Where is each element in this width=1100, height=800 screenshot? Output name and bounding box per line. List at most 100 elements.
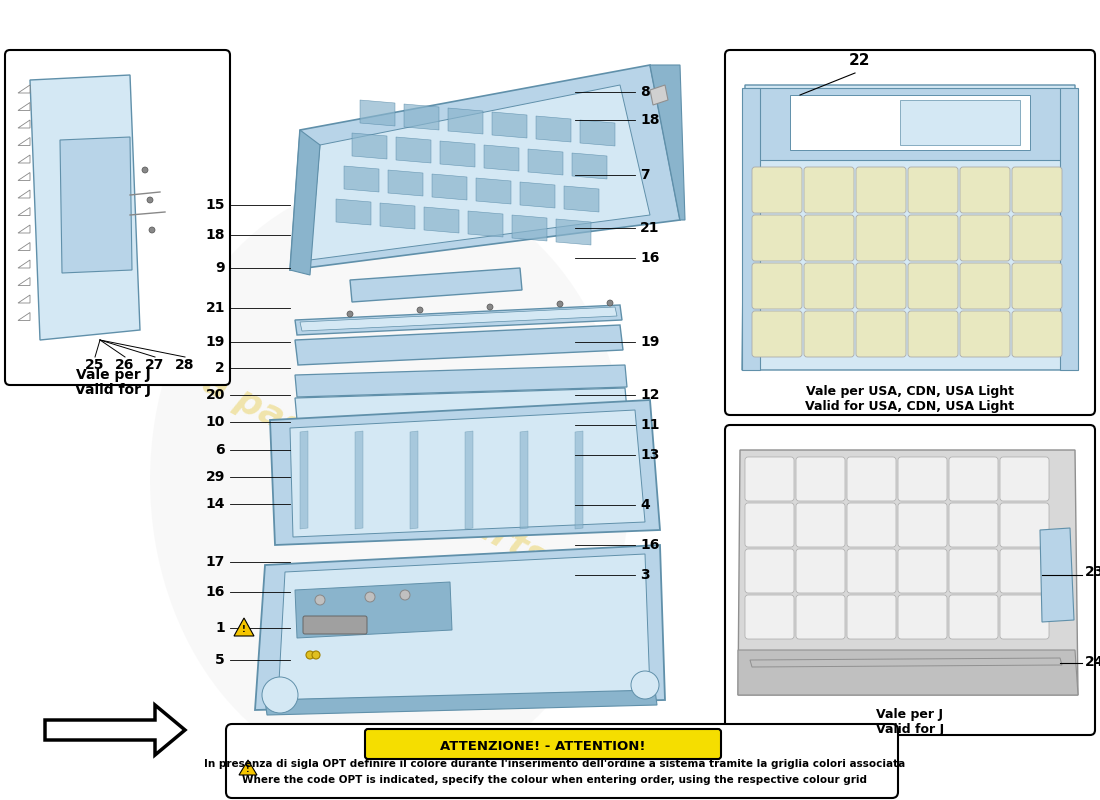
Polygon shape	[300, 431, 308, 529]
FancyBboxPatch shape	[856, 311, 906, 357]
Text: 19: 19	[206, 335, 225, 349]
Text: Valid for J: Valid for J	[876, 723, 944, 736]
Polygon shape	[18, 278, 30, 286]
FancyBboxPatch shape	[1012, 167, 1062, 213]
Polygon shape	[900, 100, 1020, 145]
Circle shape	[365, 592, 375, 602]
Polygon shape	[278, 554, 650, 700]
Polygon shape	[18, 207, 30, 215]
Circle shape	[607, 300, 613, 306]
Polygon shape	[18, 295, 30, 303]
FancyBboxPatch shape	[908, 215, 958, 261]
Circle shape	[142, 167, 148, 173]
Text: !: !	[246, 765, 250, 774]
Text: 5: 5	[216, 653, 225, 667]
Text: 11: 11	[640, 418, 660, 432]
Polygon shape	[290, 410, 645, 537]
Text: Vale per J: Vale per J	[76, 368, 151, 382]
Polygon shape	[310, 85, 650, 260]
FancyBboxPatch shape	[847, 595, 896, 639]
Polygon shape	[484, 145, 519, 171]
FancyBboxPatch shape	[898, 503, 947, 547]
Text: 16: 16	[640, 251, 659, 265]
Polygon shape	[556, 219, 591, 245]
FancyBboxPatch shape	[908, 263, 958, 309]
Text: ATTENZIONE! - ATTENTION!: ATTENZIONE! - ATTENTION!	[440, 739, 646, 753]
Text: 24: 24	[1085, 655, 1100, 669]
FancyBboxPatch shape	[960, 263, 1010, 309]
Circle shape	[306, 651, 313, 659]
FancyBboxPatch shape	[725, 50, 1094, 415]
Text: 18: 18	[206, 228, 225, 242]
FancyBboxPatch shape	[752, 311, 802, 357]
Polygon shape	[30, 75, 140, 340]
FancyBboxPatch shape	[908, 167, 958, 213]
Polygon shape	[344, 166, 380, 192]
Polygon shape	[295, 365, 627, 397]
FancyBboxPatch shape	[1000, 457, 1049, 501]
Text: 26: 26	[116, 358, 134, 372]
Polygon shape	[18, 155, 30, 163]
Polygon shape	[360, 100, 395, 126]
Polygon shape	[492, 112, 527, 138]
Text: 22: 22	[849, 53, 871, 68]
Circle shape	[147, 197, 153, 203]
Polygon shape	[234, 618, 254, 636]
Circle shape	[417, 307, 424, 313]
Circle shape	[631, 671, 659, 699]
Polygon shape	[18, 190, 30, 198]
FancyBboxPatch shape	[949, 549, 998, 593]
Polygon shape	[528, 149, 563, 175]
Text: 3: 3	[640, 568, 650, 582]
Circle shape	[487, 304, 493, 310]
Polygon shape	[18, 102, 30, 110]
Text: 20: 20	[206, 388, 225, 402]
FancyBboxPatch shape	[745, 503, 794, 547]
Text: 2: 2	[216, 361, 225, 375]
FancyBboxPatch shape	[804, 215, 854, 261]
Polygon shape	[448, 108, 483, 134]
Polygon shape	[580, 120, 615, 146]
Text: Valid for J: Valid for J	[75, 383, 151, 397]
Polygon shape	[290, 130, 320, 275]
FancyBboxPatch shape	[6, 50, 230, 385]
FancyBboxPatch shape	[960, 311, 1010, 357]
FancyBboxPatch shape	[745, 549, 794, 593]
Polygon shape	[255, 545, 666, 710]
FancyBboxPatch shape	[745, 457, 794, 501]
Polygon shape	[352, 133, 387, 159]
Polygon shape	[520, 431, 528, 529]
Polygon shape	[1060, 88, 1078, 370]
Polygon shape	[572, 153, 607, 179]
FancyBboxPatch shape	[796, 595, 845, 639]
FancyBboxPatch shape	[796, 549, 845, 593]
Polygon shape	[424, 207, 459, 233]
Text: 18: 18	[640, 113, 660, 127]
FancyBboxPatch shape	[804, 167, 854, 213]
Polygon shape	[468, 211, 503, 237]
FancyBboxPatch shape	[949, 503, 998, 547]
Polygon shape	[265, 690, 657, 715]
Text: !: !	[242, 626, 246, 634]
Polygon shape	[18, 313, 30, 321]
Polygon shape	[270, 400, 660, 545]
Circle shape	[400, 590, 410, 600]
Text: In presenza di sigla OPT definire il colore durante l'inserimento dell'ordine a : In presenza di sigla OPT definire il col…	[205, 759, 905, 769]
Circle shape	[262, 677, 298, 713]
Text: 19: 19	[640, 335, 659, 349]
Ellipse shape	[150, 180, 630, 780]
Polygon shape	[410, 431, 418, 529]
FancyBboxPatch shape	[949, 595, 998, 639]
FancyBboxPatch shape	[804, 311, 854, 357]
Text: 12: 12	[640, 388, 660, 402]
FancyBboxPatch shape	[960, 215, 1010, 261]
Polygon shape	[1040, 528, 1074, 622]
Text: 21: 21	[206, 301, 225, 315]
Text: Where the code OPT is indicated, specify the colour when entering order, using t: Where the code OPT is indicated, specify…	[242, 775, 868, 785]
Polygon shape	[440, 141, 475, 167]
FancyBboxPatch shape	[302, 616, 367, 634]
Text: 27: 27	[145, 358, 165, 372]
Polygon shape	[18, 225, 30, 233]
Text: 29: 29	[206, 470, 225, 484]
Polygon shape	[650, 85, 668, 105]
